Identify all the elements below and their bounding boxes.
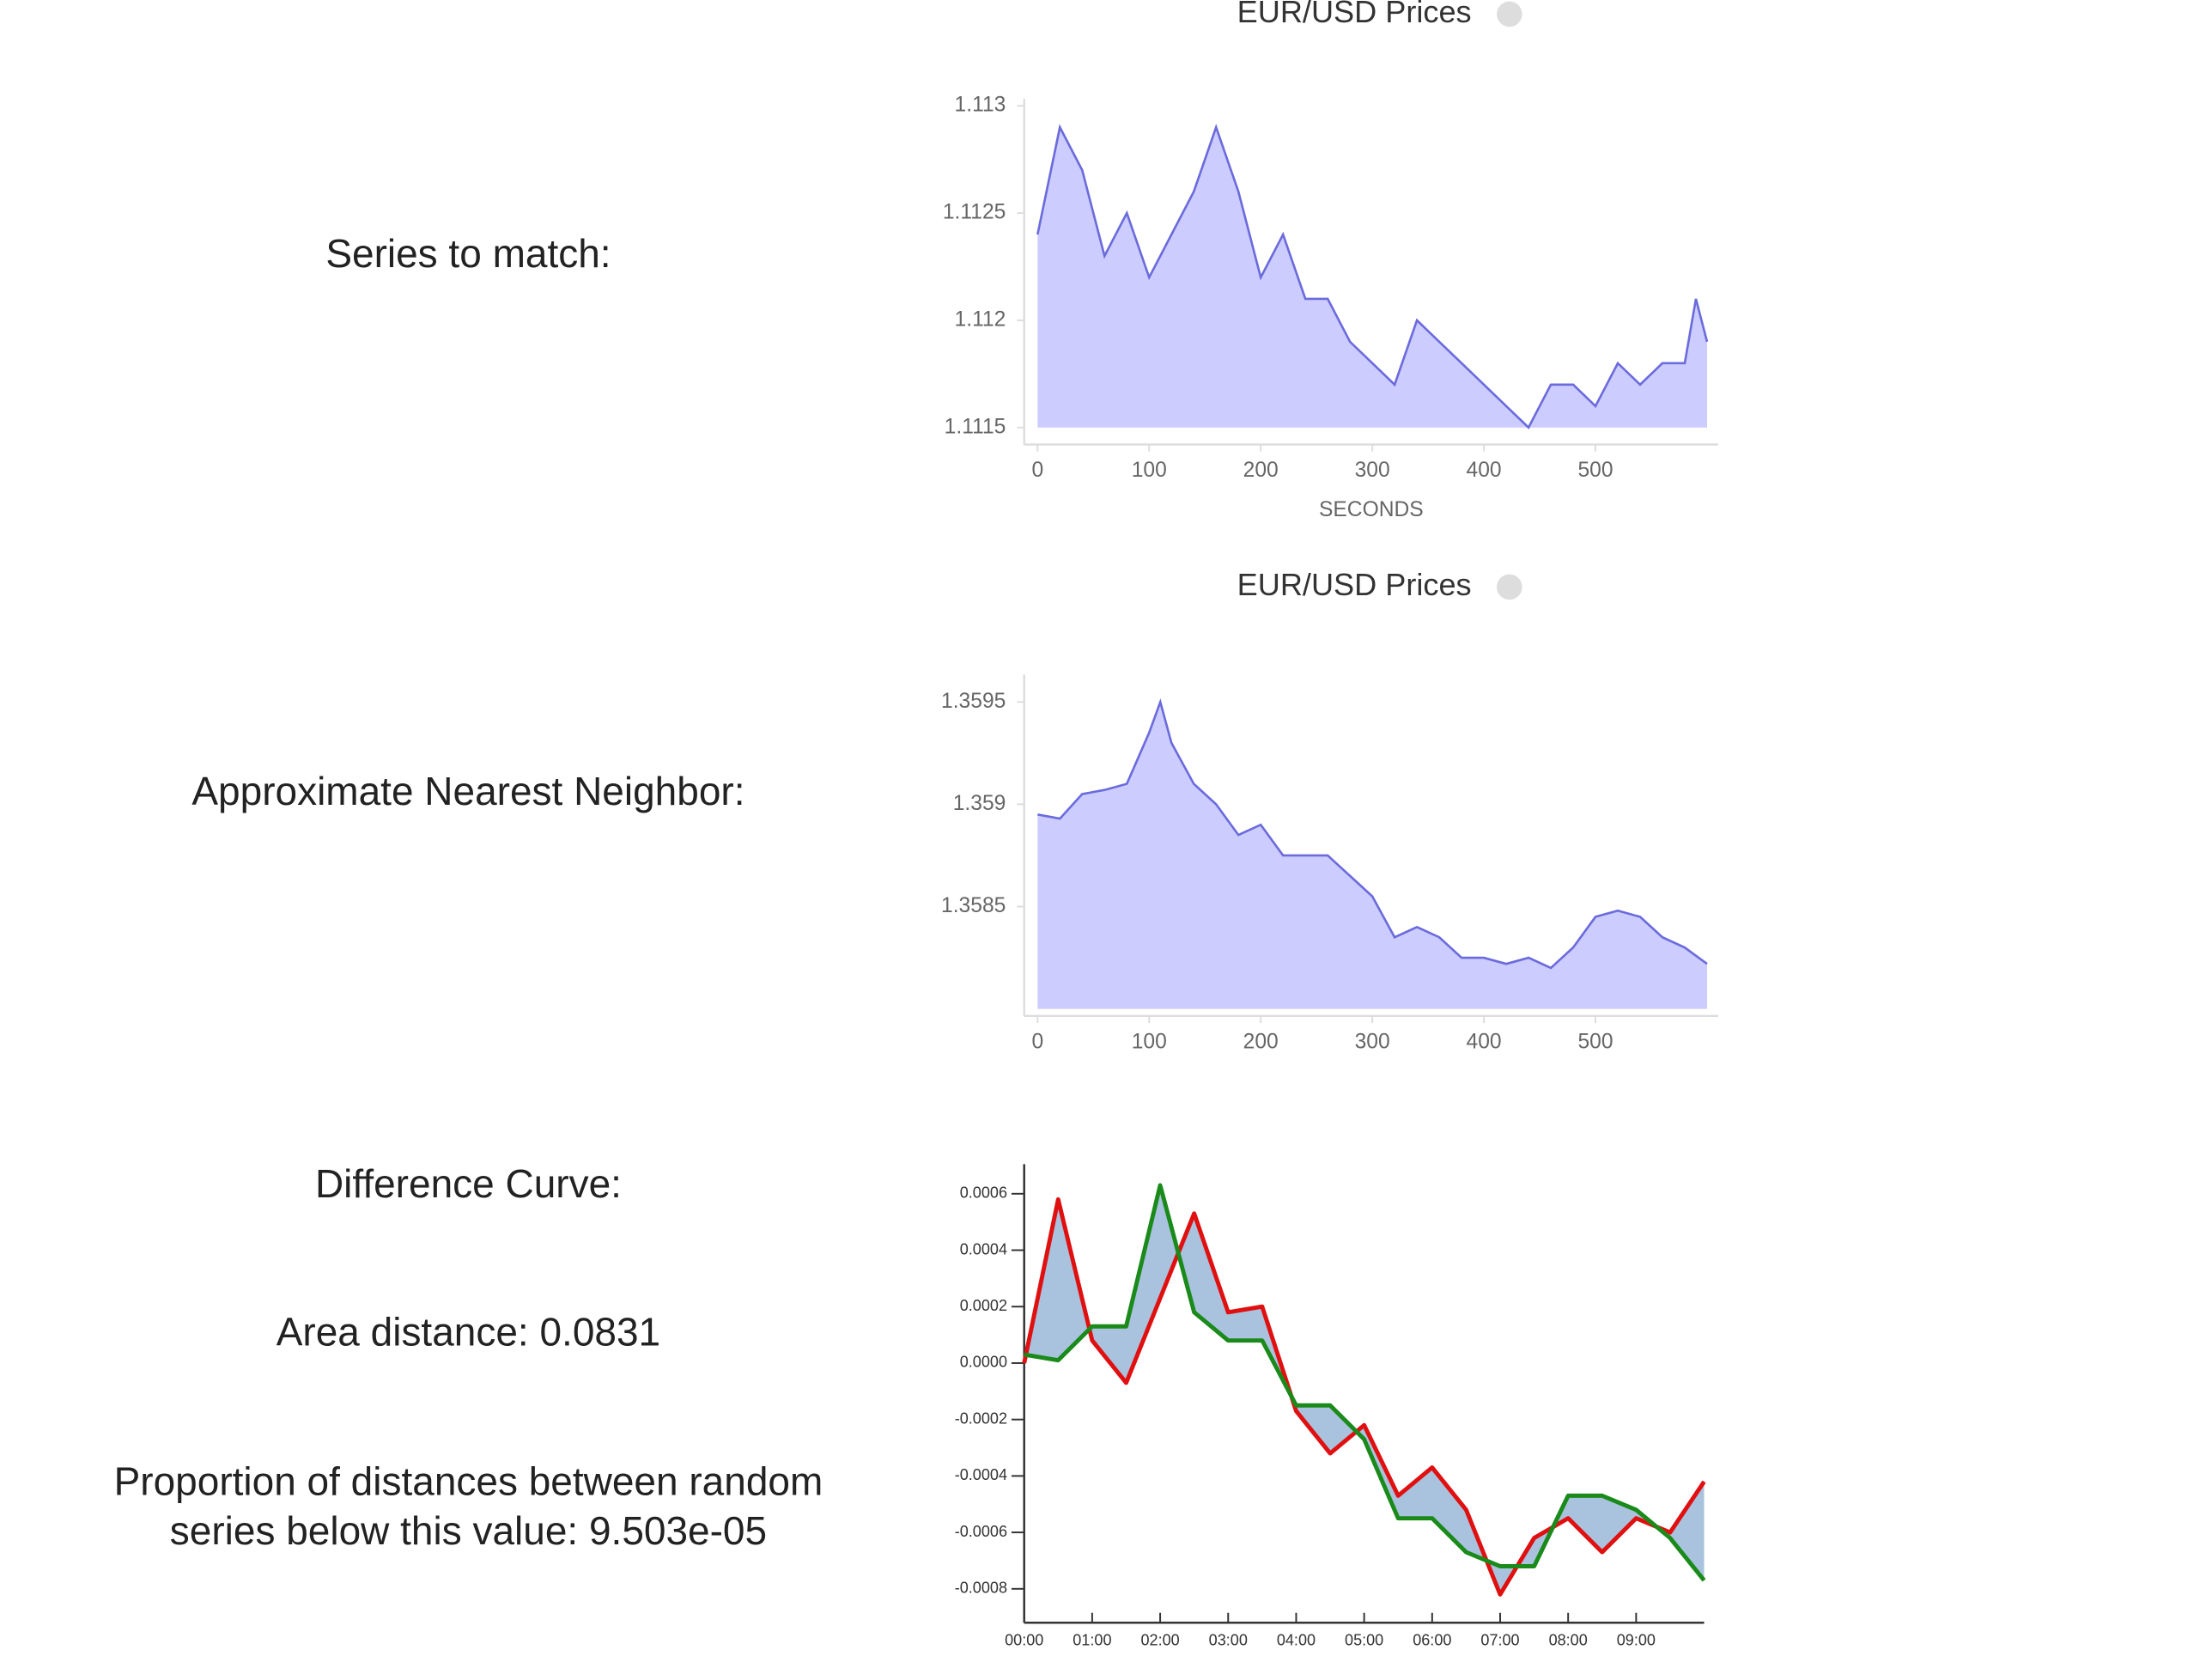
- x-tick-label: 400: [1467, 459, 1502, 482]
- y-tick-label: 1.1125: [943, 201, 1006, 224]
- x-tick-label: 500: [1577, 1031, 1613, 1054]
- x-tick-label: 06:00: [1413, 1631, 1451, 1648]
- y-tick-label: 1.112: [955, 307, 1006, 331]
- label: Series to match:: [325, 231, 611, 276]
- x-axis-label: SECONDS: [1319, 498, 1424, 521]
- x-tick-label: 300: [1355, 459, 1390, 482]
- x-tick-label: 01:00: [1073, 1631, 1111, 1648]
- area: [1037, 702, 1707, 1009]
- y-tick-label: 0.0000: [960, 1354, 1007, 1371]
- y-tick-label: 1.3595: [941, 690, 1006, 713]
- x-tick-label: 0: [1031, 1031, 1043, 1054]
- y-tick-label: -0.0006: [955, 1523, 1007, 1540]
- difference-area: [1024, 1184, 1705, 1595]
- x-tick-label: 09:00: [1617, 1631, 1656, 1648]
- help-icon: [1497, 1, 1522, 27]
- y-tick-label: -0.0004: [955, 1466, 1007, 1483]
- x-tick-label: 500: [1577, 459, 1613, 482]
- y-tick-label: 0.0004: [960, 1240, 1007, 1257]
- line: [1037, 697, 1708, 970]
- x-tick-label: 200: [1243, 459, 1279, 482]
- x-tick-label: 08:00: [1549, 1631, 1588, 1648]
- x-tick-label: 300: [1355, 1031, 1390, 1054]
- x-tick-label: 00:00: [1005, 1631, 1043, 1648]
- label: Area distance: 0.0831: [276, 1309, 660, 1354]
- x-tick-label: 100: [1132, 1031, 1167, 1054]
- y-tick-label: 1.1115: [945, 415, 1006, 438]
- label: Approximate Nearest Neighbor:: [191, 769, 744, 813]
- label: series below this value: 9.503e-05: [170, 1508, 767, 1553]
- x-tick-label: 04:00: [1277, 1631, 1316, 1648]
- x-tick-label: 0: [1031, 459, 1043, 482]
- y-tick-label: -0.0002: [955, 1409, 1007, 1427]
- label: Proportion of distances between random: [114, 1458, 823, 1503]
- y-tick-label: 0.0006: [960, 1184, 1007, 1202]
- y-tick-label: -0.0008: [955, 1580, 1007, 1597]
- y-tick-label: 1.3585: [941, 894, 1006, 917]
- line: [1036, 124, 1709, 429]
- x-tick-label: 03:00: [1209, 1631, 1248, 1648]
- area: [1037, 127, 1707, 428]
- series-line: [1022, 1196, 1706, 1597]
- x-tick-label: 400: [1467, 1031, 1502, 1054]
- x-tick-label: 02:00: [1140, 1631, 1179, 1648]
- y-tick-label: 1.113: [955, 94, 1006, 117]
- x-tick-label: 100: [1132, 459, 1167, 482]
- label: Difference Curve:: [315, 1161, 622, 1206]
- x-tick-label: 200: [1243, 1031, 1279, 1054]
- x-tick-label: 05:00: [1345, 1631, 1383, 1648]
- chart-title: EUR/USD Prices: [1237, 0, 1472, 29]
- y-tick-label: 1.359: [953, 792, 1006, 815]
- help-icon: [1497, 574, 1522, 600]
- chart-title: EUR/USD Prices: [1237, 567, 1472, 602]
- x-tick-label: 07:00: [1480, 1631, 1519, 1648]
- series-line: [1024, 1183, 1706, 1582]
- y-tick-label: 0.0002: [960, 1297, 1007, 1314]
